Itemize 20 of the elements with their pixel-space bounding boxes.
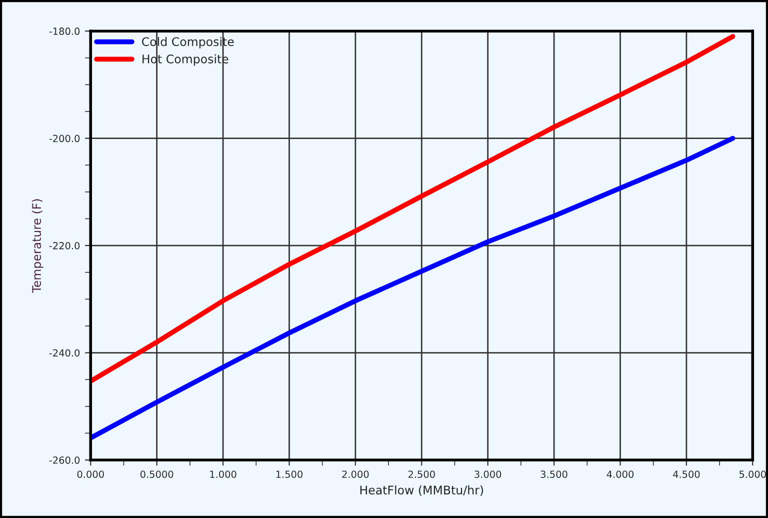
x-axis-title: HeatFlow (MMBtu/hr) bbox=[360, 485, 484, 496]
x-tick-label: 5.000 bbox=[739, 470, 766, 478]
x-tick-label: 2.000 bbox=[342, 470, 369, 478]
x-tick-label: 0.000 bbox=[77, 470, 104, 478]
y-tick-label: -180.0 bbox=[49, 28, 80, 35]
x-tick-label: 4.500 bbox=[672, 470, 700, 478]
line-series bbox=[90, 34, 736, 384]
y-tick-label: -200.0 bbox=[49, 134, 80, 142]
y-axis-title: Temperature (F) bbox=[32, 199, 44, 293]
x-tick-label: 2.500 bbox=[408, 470, 435, 478]
line-series bbox=[90, 136, 736, 440]
x-tick-label: 1.500 bbox=[276, 470, 302, 478]
x-tick-label: 3.000 bbox=[474, 470, 502, 478]
x-tick-label: 4.000 bbox=[606, 470, 634, 478]
y-tick-label: -220.0 bbox=[49, 242, 80, 250]
y-tick-label: -260.0 bbox=[49, 456, 80, 464]
x-tick-label: 3.500 bbox=[540, 470, 568, 478]
y-tick-label: -240.0 bbox=[49, 349, 80, 357]
x-tick-label: 0.5000 bbox=[140, 470, 174, 478]
x-tick-label: 1.000 bbox=[210, 470, 236, 478]
